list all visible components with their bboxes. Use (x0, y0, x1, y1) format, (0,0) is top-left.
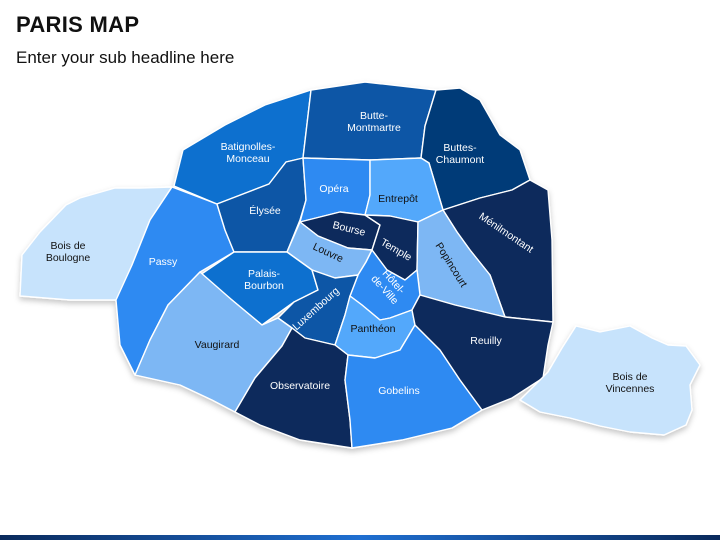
page-subtitle: Enter your sub headline here (16, 48, 235, 67)
label-butte-montmartre: Butte-Montmartre (347, 110, 401, 134)
label-vaugirard: Vaugirard (195, 339, 240, 351)
region-bois-de-vincennes[interactable] (519, 325, 701, 436)
label-bois-de-boulogne: Bois de Boulogne (46, 240, 91, 264)
label-elysee: Élysée (249, 204, 281, 217)
label-entrepot: Entrepôt (378, 193, 418, 205)
label-gobelins: Gobelins (378, 385, 419, 397)
label-batignolles-monceau: Batignolles-Monceau (221, 141, 276, 165)
bottom-accent-bar (0, 535, 720, 540)
page-title: PARIS MAP (16, 12, 140, 37)
label-bois-de-vincennes: Bois de Vincennes (606, 371, 655, 395)
label-reuilly: Reuilly (470, 335, 502, 347)
label-observatoire: Observatoire (270, 380, 330, 392)
label-opera: Opéra (319, 183, 348, 195)
label-palais-bourbon: Palais-Bourbon (244, 268, 284, 292)
label-pantheon: Panthéon (351, 323, 396, 335)
label-passy: Passy (149, 256, 178, 268)
label-buttes-chaumont: Buttes-Chaumont (436, 142, 485, 166)
